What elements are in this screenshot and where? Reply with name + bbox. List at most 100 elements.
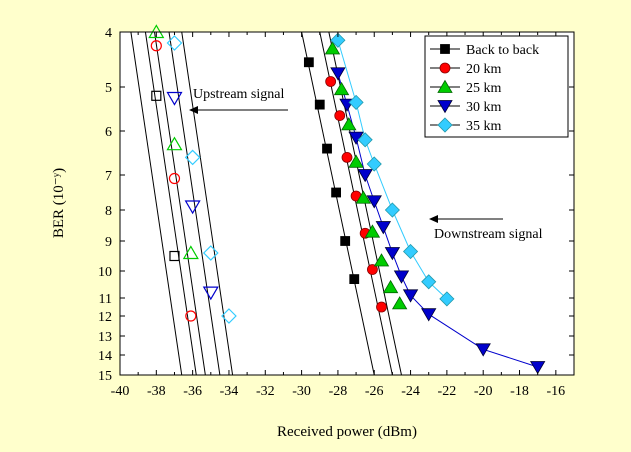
upstream-fit-line-25-km xyxy=(154,31,206,376)
upstream-point-30-km xyxy=(202,286,219,301)
x-tick-label: -26 xyxy=(365,384,384,399)
downstream-point-back-to-back xyxy=(340,236,351,246)
upstream-point-35-km xyxy=(221,308,237,324)
upstream-point-back-to-back xyxy=(169,250,180,262)
downstream-point-30-km xyxy=(421,308,437,322)
downstream-point-35-km xyxy=(366,156,382,172)
legend-marker-30-km xyxy=(437,100,453,114)
y-tick-label: 14 xyxy=(98,349,112,364)
downstream-arrowhead xyxy=(429,215,438,223)
upstream-point-25-km xyxy=(166,136,183,151)
y-tick-label: 10 xyxy=(98,265,112,280)
downstream-point-20-km xyxy=(341,151,353,163)
legend-label-30-km: 30 km xyxy=(466,100,502,115)
plot-frame xyxy=(119,31,575,376)
upstream-point-35-km xyxy=(202,245,219,261)
downstream-point-20-km xyxy=(376,301,387,313)
downstream-point-35-km xyxy=(348,94,364,110)
downstream-line-35-km xyxy=(337,40,448,300)
downstream-point-35-km xyxy=(384,202,400,218)
upstream-point-35-km xyxy=(166,35,183,51)
x-tick-label: -34 xyxy=(220,384,239,399)
x-tick-label: -38 xyxy=(147,384,166,399)
downstream-point-30-km xyxy=(357,169,373,183)
downstream-point-25-km xyxy=(333,81,350,96)
downstream-point-30-km xyxy=(402,289,419,303)
downstream-point-25-km xyxy=(382,279,399,294)
y-tick-label: 4 xyxy=(105,26,112,41)
upstream-fit-line-back-to-back xyxy=(130,31,183,376)
legend-label-20-km: 20 km xyxy=(466,62,502,77)
legend-label-back-to-back: Back to back xyxy=(466,43,539,58)
downstream-point-back-to-back xyxy=(349,274,360,285)
upstream-point-30-km xyxy=(184,200,201,215)
downstream-point-20-km xyxy=(334,110,346,121)
upstream-fit-line-30-km xyxy=(168,31,221,376)
markers xyxy=(148,24,546,375)
downstream-point-35-km xyxy=(330,32,346,48)
downstream-point-back-to-back xyxy=(331,187,342,198)
downstream-point-35-km xyxy=(439,291,455,307)
downstream-point-30-km xyxy=(330,67,346,81)
downstream-point-back-to-back xyxy=(322,143,332,154)
downstream-annotation: Downstream signal xyxy=(429,215,543,242)
downstream-point-25-km xyxy=(373,253,390,267)
downstream-point-30-km xyxy=(529,361,546,375)
x-tick-label: -40 xyxy=(111,384,130,399)
y-tick-label: 5 xyxy=(105,81,112,96)
legend: Back to back 20 km 25 km 30 km 35 km xyxy=(424,35,569,138)
x-tick-label: -28 xyxy=(329,384,348,399)
x-tick-label: -30 xyxy=(292,384,311,399)
x-axis: -40 -38 -36 -34 -32 -30 -28 -26 -24 -22 -20 -18 -16 xyxy=(111,32,566,399)
upstream-arrowhead xyxy=(189,106,198,114)
upstream-point-30-km xyxy=(166,91,183,106)
x-tick-label: -32 xyxy=(256,384,275,399)
downstream-point-25-km xyxy=(355,190,372,204)
downstream-point-30-km xyxy=(375,221,392,235)
x-tick-label: -36 xyxy=(183,384,202,399)
downstream-point-25-km xyxy=(324,41,341,55)
downstream-point-20-km xyxy=(325,76,337,87)
upstream-point-35-km xyxy=(184,149,201,166)
y-tick-label: 11 xyxy=(99,292,112,307)
downstream-point-30-km xyxy=(475,343,491,357)
y-tick-label: 13 xyxy=(98,330,112,345)
y-tick-label: 12 xyxy=(98,310,112,325)
y-tick-label: 6 xyxy=(105,125,112,140)
downstream-point-25-km xyxy=(364,224,381,238)
downstream-point-35-km xyxy=(402,243,419,260)
legend-marker-35-km xyxy=(437,117,453,133)
upstream-label: Upstream signal xyxy=(193,87,284,102)
downstream-point-back-to-back xyxy=(314,99,325,110)
upstream-point-back-to-back xyxy=(151,90,162,101)
legend-marker-20-km xyxy=(439,62,451,74)
x-axis-title: Received power (dBm) xyxy=(277,424,417,440)
legend-marker-25-km xyxy=(437,79,453,93)
x-tick-label: -22 xyxy=(438,384,457,399)
legend-label-35-km: 35 km xyxy=(466,119,502,134)
y-tick-label: 15 xyxy=(98,369,112,384)
downstream-point-30-km xyxy=(393,270,410,284)
upstream-point-25-km xyxy=(182,245,199,260)
y-axis: 4 5 6 7 8 9 10 11 12 13 14 15 xyxy=(98,26,574,384)
x-tick-label: -24 xyxy=(401,384,420,399)
upstream-point-20-km xyxy=(150,40,162,52)
y-axis-title: BER (10⁻ʸ) xyxy=(51,168,67,238)
y-tick-label: 8 xyxy=(105,204,112,219)
downstream-point-20-km xyxy=(367,264,378,275)
x-tick-label: -16 xyxy=(547,384,566,399)
downstream-point-25-km xyxy=(348,154,364,168)
downstream-point-25-km xyxy=(341,117,357,131)
legend-label-25-km: 25 km xyxy=(466,81,502,96)
upstream-annotation: Upstream signal xyxy=(189,87,288,114)
y-tick-label: 7 xyxy=(105,169,112,184)
downstream-label: Downstream signal xyxy=(434,227,543,242)
upstream-fit-line-20-km xyxy=(144,31,197,376)
downstream-point-35-km xyxy=(357,132,373,148)
legend-marker-back-to-back xyxy=(440,44,450,54)
downstream-point-35-km xyxy=(421,274,437,290)
x-tick-label: -20 xyxy=(474,384,493,399)
downstream-point-30-km xyxy=(366,195,382,209)
downstream-point-30-km xyxy=(384,247,401,261)
